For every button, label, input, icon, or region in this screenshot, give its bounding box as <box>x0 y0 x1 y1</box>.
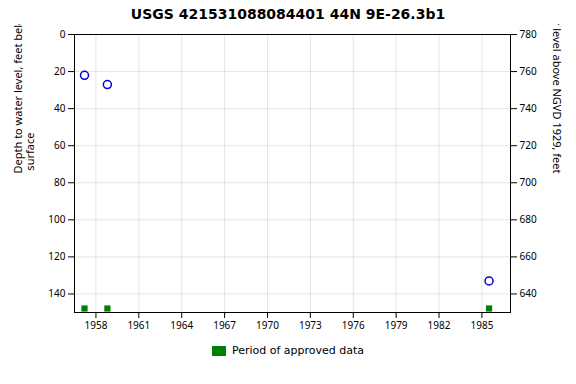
svg-text:0: 0 <box>60 27 66 41</box>
svg-text:Groundwater level above NGVD 1: Groundwater level above NGVD 1929, feet <box>550 24 565 174</box>
html-text:Period of approved data: Period of approved data <box>231 344 365 357</box>
svg-text:1985: 1985 <box>470 318 493 332</box>
svg-text:660: 660 <box>520 249 537 263</box>
svg-text:140: 140 <box>48 286 65 300</box>
svg-text:80: 80 <box>54 175 66 189</box>
svg-text:1964: 1964 <box>170 318 193 332</box>
svg-text:760: 760 <box>520 64 537 78</box>
svg-text:1967: 1967 <box>213 318 236 332</box>
svg-text:20: 20 <box>54 64 66 78</box>
html-text:USGS 421531088084401 44N 9E-26: USGS 421531088084401 44N 9E-26.3b1 <box>130 6 446 22</box>
svg-text:640: 640 <box>520 286 537 300</box>
svg-text:780: 780 <box>520 27 537 41</box>
svg-text:40: 40 <box>54 101 66 115</box>
svg-text:1982: 1982 <box>428 318 451 332</box>
svg-text:720: 720 <box>520 138 537 152</box>
svg-text:1976: 1976 <box>342 318 365 332</box>
svg-text:1970: 1970 <box>256 318 279 332</box>
svg-text:1958: 1958 <box>84 318 107 332</box>
svg-text:740: 740 <box>520 101 537 115</box>
svg-text:1973: 1973 <box>299 318 322 332</box>
svg-text:120: 120 <box>48 249 65 263</box>
svg-text:100: 100 <box>48 212 65 226</box>
svg-text:1979: 1979 <box>385 318 408 332</box>
svg-text:680: 680 <box>520 212 537 226</box>
svg-text:700: 700 <box>520 175 537 189</box>
svg-text:1961: 1961 <box>127 318 150 332</box>
svg-text:60: 60 <box>54 138 66 152</box>
svg-text:Depth to water level, feet bel: Depth to water level, feet below land su… <box>10 24 37 174</box>
